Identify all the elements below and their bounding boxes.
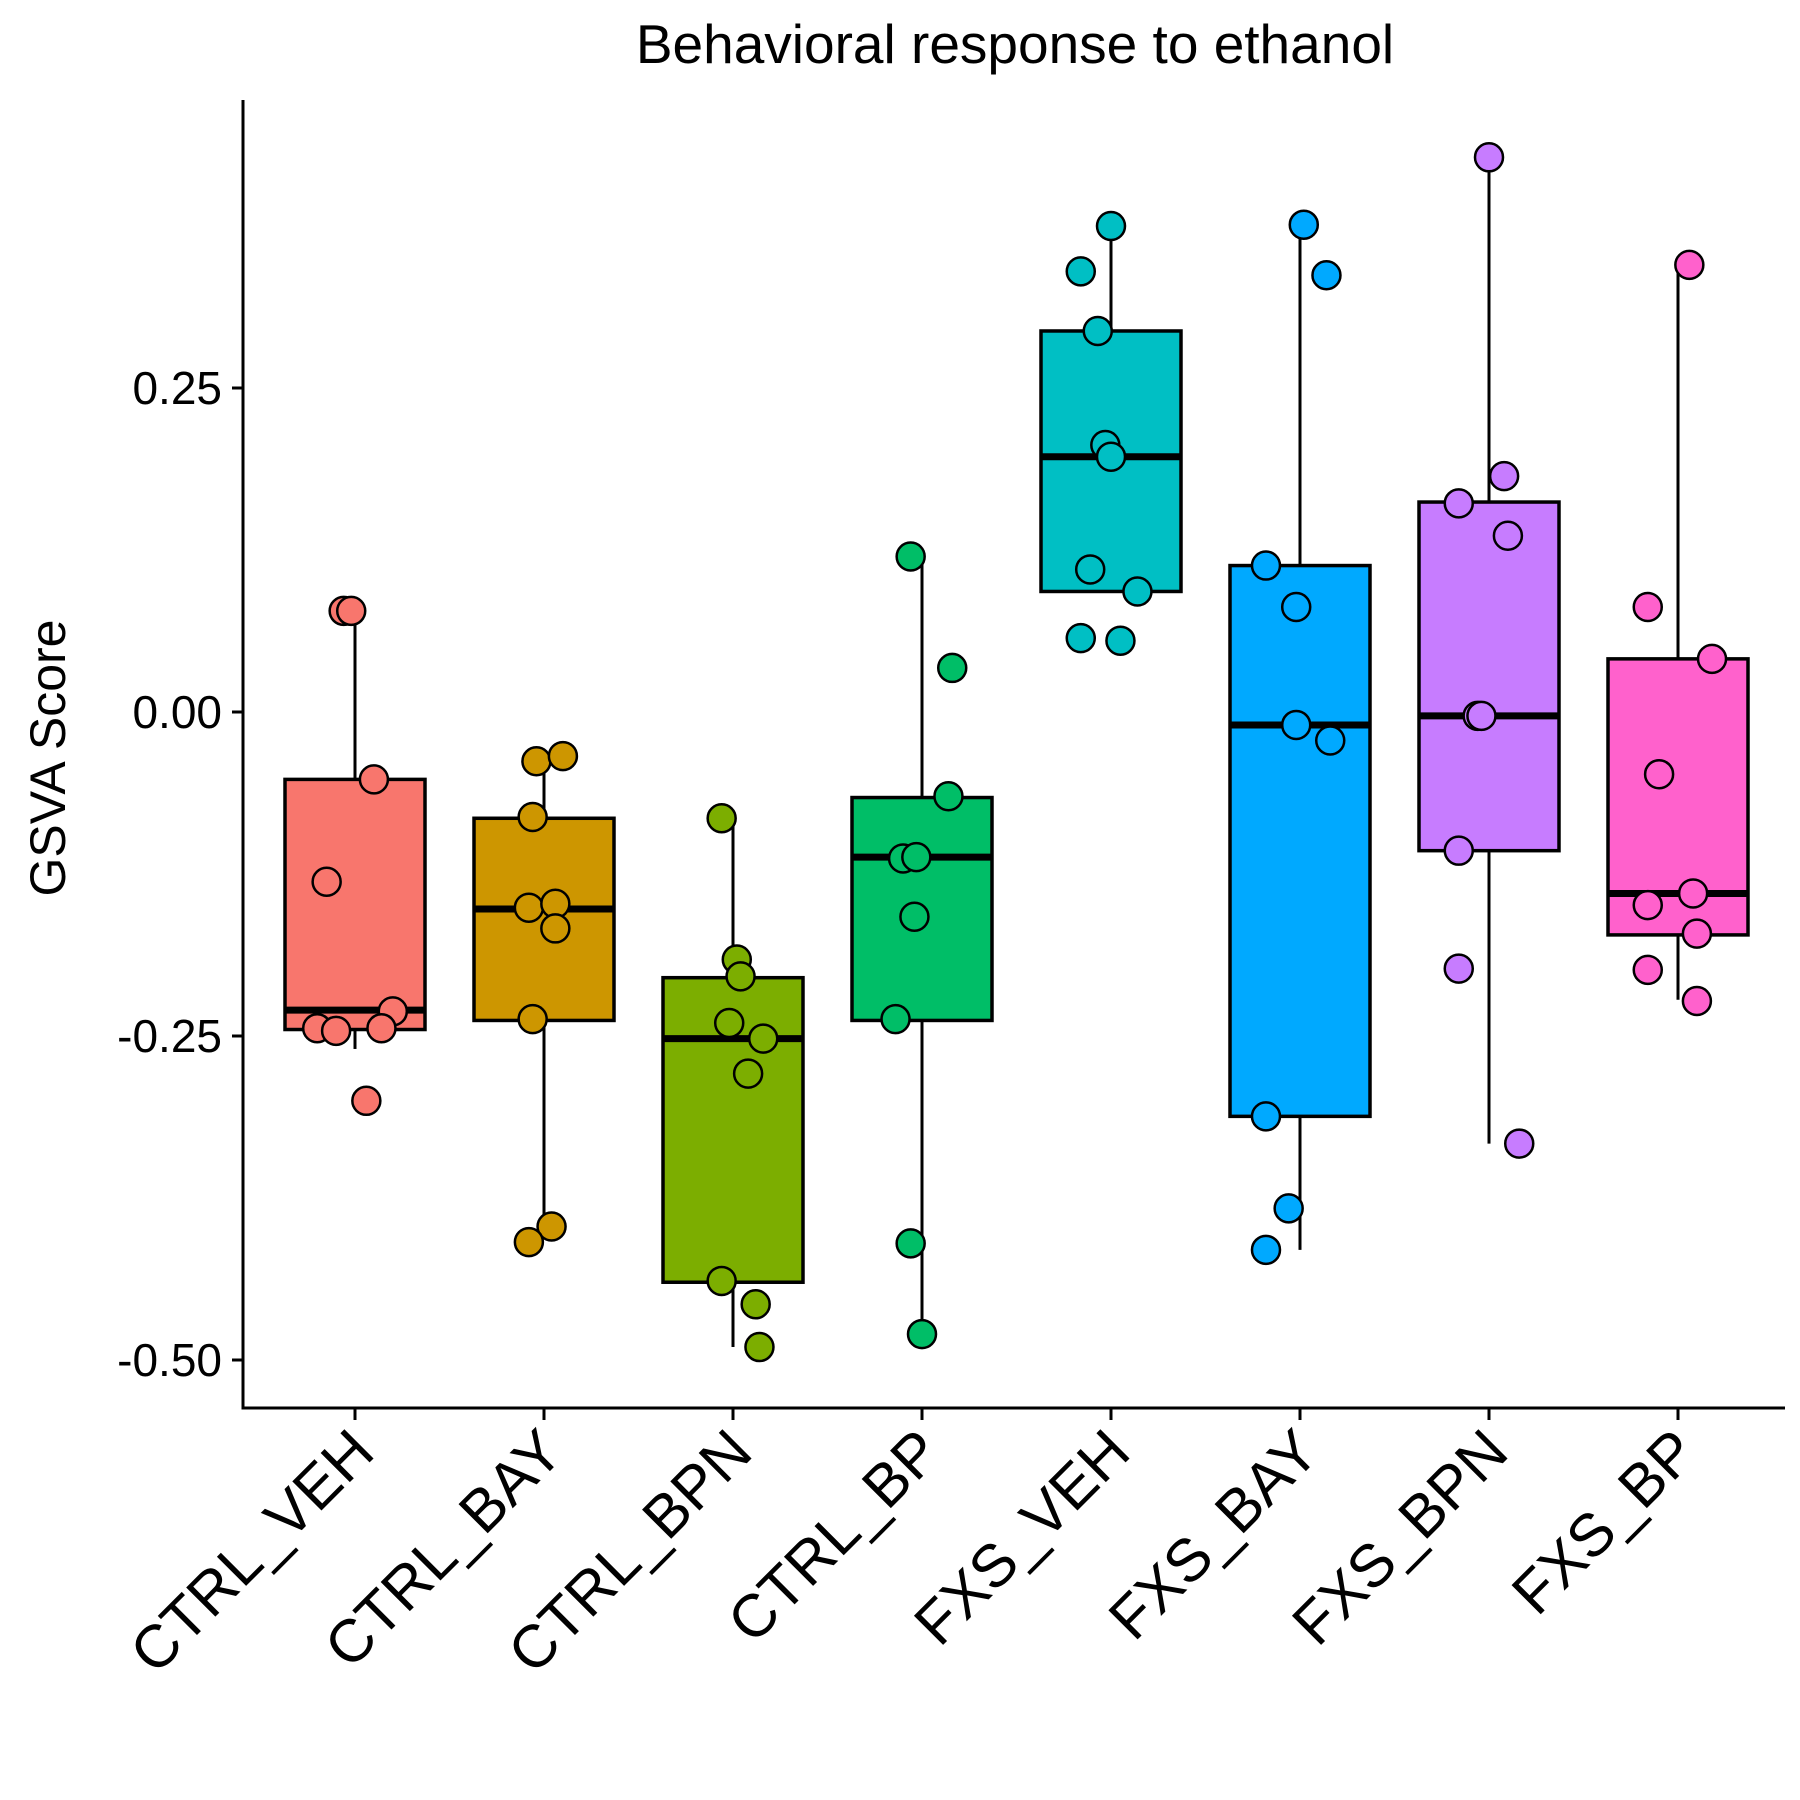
- data-point: [547, 740, 579, 772]
- data-point: [1250, 1234, 1282, 1266]
- plot-area: [283, 142, 1750, 1363]
- data-point: [1503, 1128, 1535, 1159]
- box-ctrl-veh: [283, 777, 427, 1032]
- data-point: [1643, 758, 1675, 790]
- data-point: [1696, 643, 1728, 675]
- data-point: [1492, 520, 1524, 551]
- data-point: [1095, 210, 1127, 242]
- data-point: [513, 1226, 545, 1258]
- data-point: [366, 1012, 397, 1044]
- data-point: [1280, 591, 1312, 623]
- data-point: [311, 866, 342, 898]
- data-point: [540, 913, 571, 944]
- data-point: [1311, 259, 1342, 291]
- data-point: [351, 1085, 382, 1117]
- data-point: [1250, 1101, 1282, 1132]
- data-point: [517, 1003, 548, 1035]
- data-point: [1122, 576, 1153, 607]
- data-point: [1250, 550, 1282, 581]
- data-point: [1677, 878, 1709, 909]
- y-tick-label: -0.25: [117, 1010, 222, 1062]
- data-point: [1443, 835, 1475, 866]
- data-point: [1074, 554, 1106, 585]
- chart-title: Behavioral response to ethanol: [636, 13, 1394, 75]
- data-point: [1443, 953, 1475, 984]
- data-point: [725, 961, 756, 992]
- data-point: [895, 1228, 926, 1259]
- data-point: [1632, 954, 1664, 986]
- y-tick-label: 0.00: [132, 686, 222, 738]
- data-point: [320, 1015, 352, 1047]
- data-point: [747, 1023, 779, 1054]
- data-point: [513, 892, 545, 923]
- data-point: [1681, 918, 1713, 949]
- data-point: [740, 1289, 771, 1320]
- data-point: [335, 595, 367, 627]
- data-point: [906, 1318, 938, 1350]
- data-point: [1681, 985, 1713, 1017]
- y-tick-label: 0.25: [132, 362, 222, 414]
- data-point: [1280, 709, 1312, 741]
- data-point: [744, 1331, 775, 1363]
- data-point: [1273, 1193, 1304, 1224]
- data-point: [1065, 256, 1097, 287]
- data-point: [899, 901, 930, 933]
- data-point: [1443, 488, 1475, 519]
- box-fxs-bay: [1228, 563, 1372, 1119]
- data-point: [517, 801, 548, 833]
- data-point: [1473, 142, 1505, 173]
- y-axis-label: GSVA Score: [20, 620, 76, 897]
- data-point: [536, 1211, 567, 1242]
- x-tick-label: FXS_BP: [1499, 1417, 1709, 1627]
- data-point: [358, 764, 390, 795]
- data-point: [1466, 700, 1497, 732]
- data-point: [1082, 315, 1114, 347]
- data-point: [521, 745, 552, 777]
- data-point: [1095, 441, 1127, 472]
- data-point: [706, 803, 737, 834]
- data-point: [706, 1265, 737, 1297]
- data-point: [1674, 249, 1705, 281]
- data-point: [1632, 889, 1664, 921]
- data-point: [713, 1007, 745, 1039]
- data-point: [936, 652, 968, 684]
- data-point: [1065, 622, 1097, 654]
- data-point: [895, 541, 926, 572]
- box-fxs-bpn: [1417, 500, 1561, 853]
- box-fxs-bp: [1606, 657, 1750, 937]
- y-tick-label: -0.50: [117, 1334, 222, 1386]
- data-point: [1288, 209, 1320, 240]
- data-point: [1314, 725, 1346, 756]
- data-point: [901, 841, 932, 873]
- data-point: [880, 1003, 911, 1035]
- data-point: [933, 780, 964, 812]
- data-point: [1105, 625, 1136, 656]
- data-point: [732, 1058, 764, 1089]
- data-point: [1488, 460, 1520, 492]
- data-point: [1632, 591, 1664, 623]
